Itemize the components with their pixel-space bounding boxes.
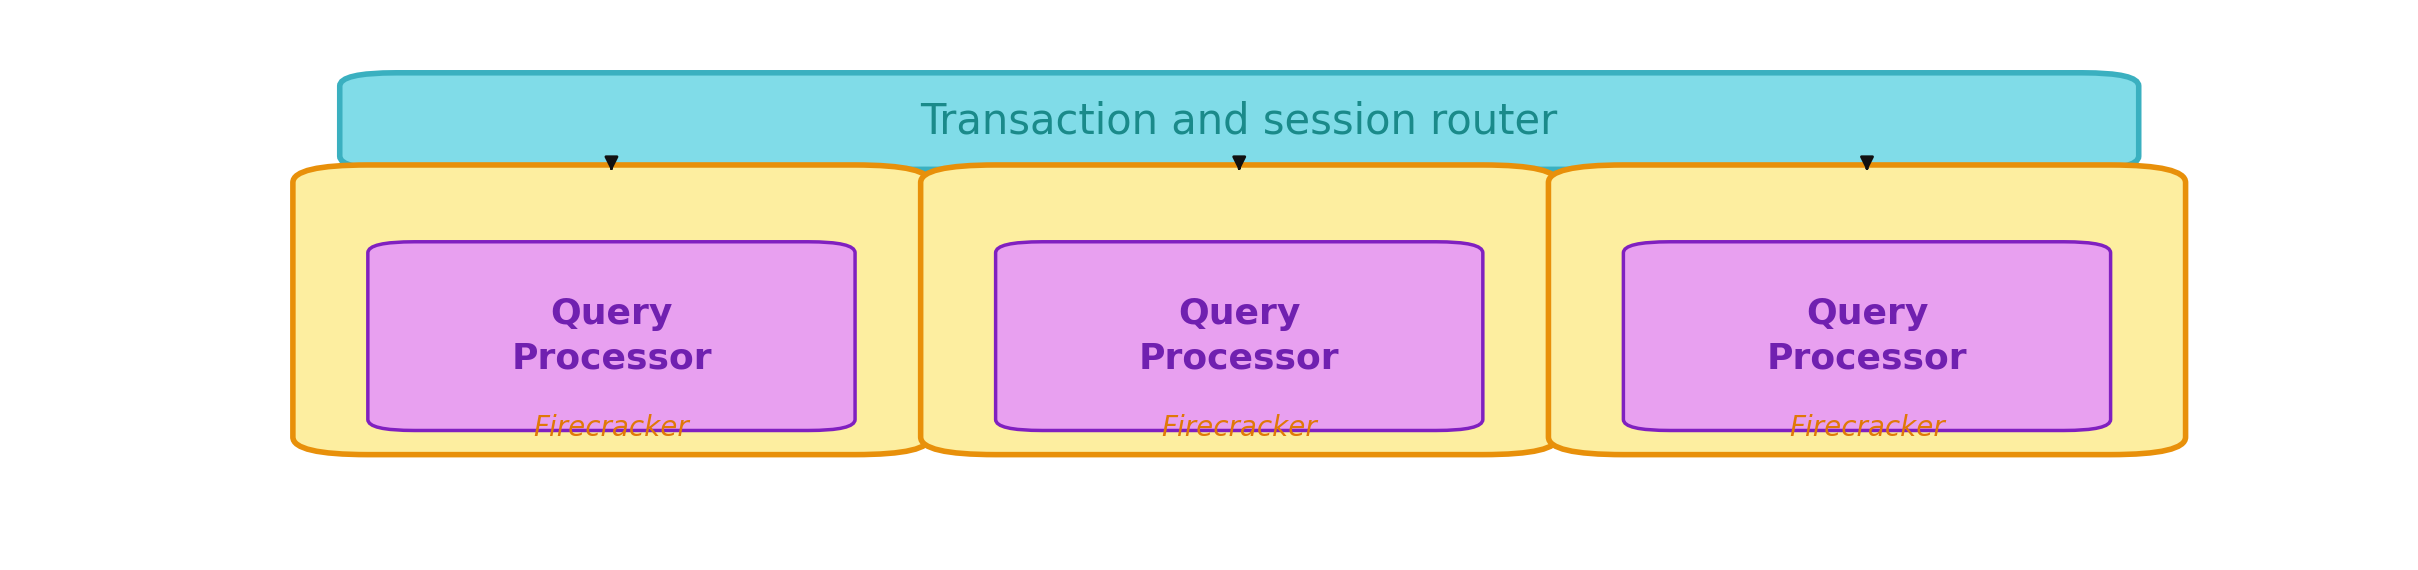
FancyBboxPatch shape (339, 73, 2140, 169)
FancyBboxPatch shape (921, 165, 1557, 455)
FancyBboxPatch shape (1548, 165, 2186, 455)
FancyBboxPatch shape (1622, 242, 2111, 430)
Text: Query
Processor: Query Processor (1139, 297, 1340, 376)
Text: Firecracker: Firecracker (534, 414, 689, 442)
Text: Query
Processor: Query Processor (510, 297, 711, 376)
Text: Firecracker: Firecracker (1789, 414, 1944, 442)
FancyBboxPatch shape (293, 165, 931, 455)
Text: Query
Processor: Query Processor (1768, 297, 1968, 376)
FancyBboxPatch shape (368, 242, 856, 430)
FancyBboxPatch shape (996, 242, 1482, 430)
Text: Firecracker: Firecracker (1161, 414, 1318, 442)
Text: Transaction and session router: Transaction and session router (921, 100, 1557, 142)
